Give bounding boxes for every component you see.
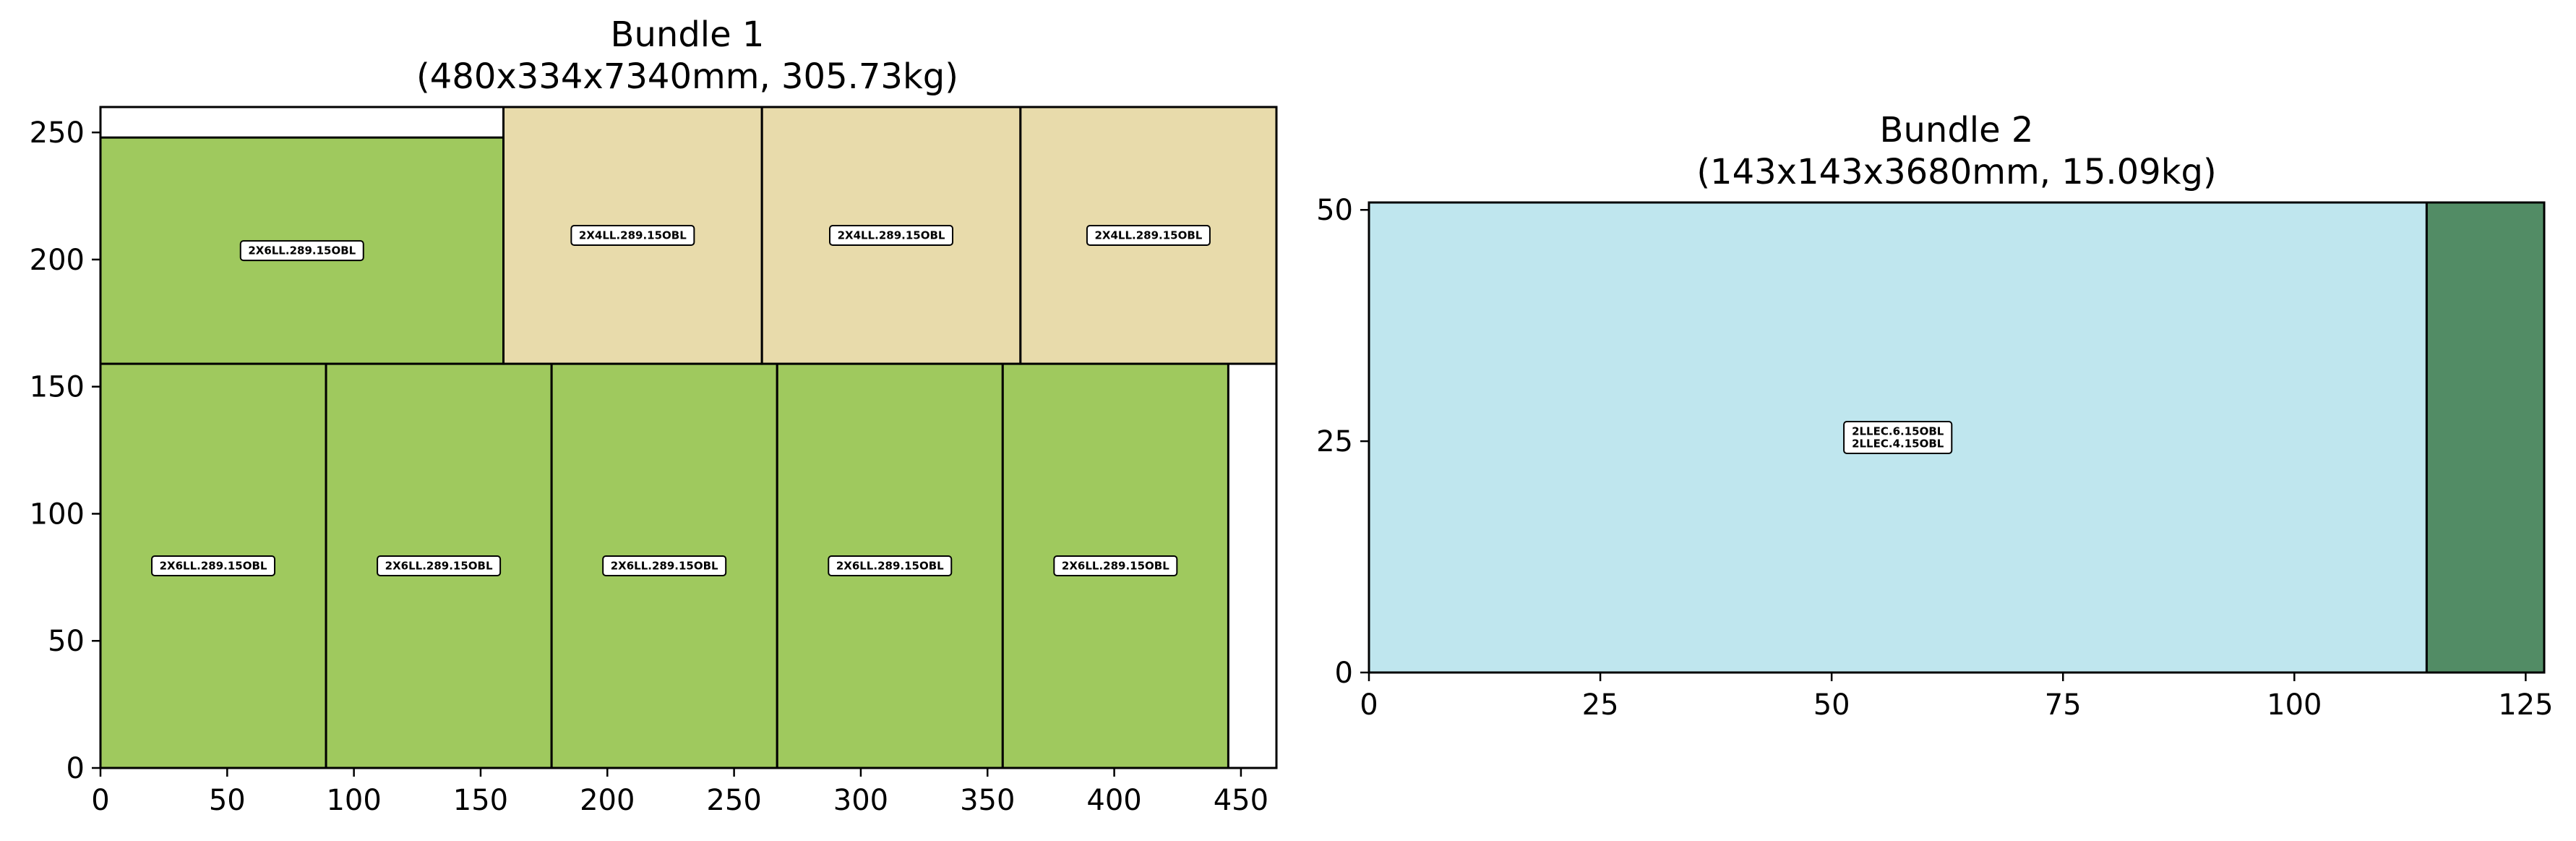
bundle-1-label-box-5	[239, 240, 364, 262]
bundle-1-labels: 2X6LL.289.15OBL 2X6LL.289.15OBL 2X6LL.289.…	[151, 225, 1211, 577]
y-tick-label: 250	[30, 116, 85, 150]
bundle-1-label-box-0	[151, 555, 276, 577]
bundle-1-rect-label: 2X6LL.289.15OBL	[836, 560, 944, 573]
bundle-2-chart: Bundle 2 (143x143x3680mm, 15.09kg) 2LLEC…	[1316, 110, 2553, 722]
x-tick-label: 450	[1214, 784, 1268, 817]
bundle-1-y-axis: 0 50 100 150 200 250	[30, 116, 100, 785]
y-tick-label: 50	[1316, 194, 1353, 227]
bundle-1-rect-label: 2X6LL.289.15OBL	[160, 560, 267, 573]
bundle-2-rect-label: 2LLEC.6.15OBL	[1852, 425, 1944, 438]
x-tick-label: 25	[1582, 688, 1619, 722]
y-tick-label: 25	[1316, 425, 1353, 458]
x-tick-label: 300	[833, 784, 888, 817]
bundle-1-label-box-2	[602, 555, 727, 577]
x-tick-label: 100	[326, 784, 381, 817]
bundle-2-x-axis: 0 25 50 75 100 125	[1360, 673, 2554, 722]
bundle-1-label-box-6	[570, 225, 695, 247]
bundle-1-label-box-1	[377, 555, 502, 577]
bundle-1-label-box-8	[1086, 225, 1211, 247]
x-tick-label: 0	[1360, 688, 1378, 722]
bundle-2-plot-frame	[1368, 201, 2546, 674]
bundle-2-rect-label: 2LLEC.4.15OBL	[1852, 437, 1944, 451]
bundle-1-label-box-3	[828, 555, 953, 577]
bundle-2-rects	[1368, 201, 2546, 674]
bundle-2-rect-1	[2425, 201, 2546, 674]
x-tick-label: 100	[2267, 688, 2322, 722]
bundle-1-x-axis: 0 50 100 150 200 250 300 350 400 450	[91, 768, 1268, 817]
x-tick-label: 125	[2498, 688, 2553, 722]
bundle-1-rect-label: 2X4LL.289.15OBL	[579, 229, 687, 242]
x-tick-label: 0	[91, 784, 109, 817]
bundle-2-subtitle: (143x143x3680mm, 15.09kg)	[1696, 152, 2216, 192]
x-tick-label: 200	[580, 784, 635, 817]
bundle-1-label-box-4	[1053, 555, 1178, 577]
bundle-2-label-box-0	[1843, 421, 1953, 454]
x-tick-label: 400	[1086, 784, 1141, 817]
bundle-1-label-box-7	[829, 225, 954, 247]
y-tick-label: 200	[30, 244, 85, 277]
bundle-1-title: Bundle 1	[611, 14, 765, 55]
bundle-1-rect-label: 2X6LL.289.15OBL	[248, 244, 356, 257]
y-tick-label: 0	[1335, 657, 1353, 690]
bundle-1-rects	[99, 106, 1278, 769]
bundle-1-rect-label: 2X4LL.289.15OBL	[838, 229, 945, 242]
y-tick-label: 0	[66, 752, 85, 785]
x-tick-label: 350	[960, 784, 1015, 817]
x-tick-label: 50	[209, 784, 246, 817]
y-tick-label: 100	[30, 498, 85, 531]
x-tick-label: 250	[706, 784, 761, 817]
bundle-2-y-axis: 0 25 50	[1316, 194, 1369, 690]
bundle-2-title: Bundle 2	[1880, 110, 2034, 150]
bundle-1-rect-label: 2X6LL.289.15OBL	[385, 560, 493, 573]
x-tick-label: 150	[453, 784, 508, 817]
bundle-1-rect-label: 2X6LL.289.15OBL	[611, 560, 718, 573]
bundle-1-chart: Bundle 1 (480x334x7340mm, 305.73kg) 2X6L…	[30, 14, 1278, 817]
bundle-1-plot-frame	[99, 106, 1278, 769]
y-tick-label: 150	[30, 371, 85, 404]
bundle-1-rect-label: 2X4LL.289.15OBL	[1094, 229, 1202, 242]
bundle-1-subtitle: (480x334x7340mm, 305.73kg)	[416, 56, 958, 97]
y-tick-label: 50	[48, 625, 85, 658]
x-tick-label: 75	[2045, 688, 2082, 722]
bundle-1-rect-label: 2X6LL.289.15OBL	[1062, 560, 1169, 573]
x-tick-label: 50	[1813, 688, 1850, 722]
